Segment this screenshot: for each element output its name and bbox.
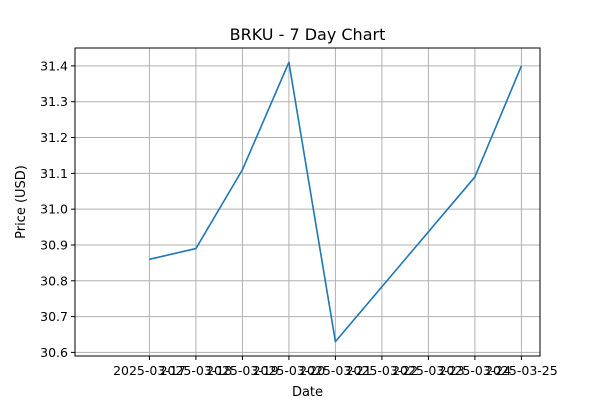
y-axis-label: Price (USD) [14,165,29,239]
y-tick-label: 30.8 [40,273,68,288]
x-tick-label: 2025-03-19 [206,363,279,378]
grid [75,48,540,356]
x-tick-label: 2025-03-17 [113,363,186,378]
axes [71,47,541,360]
tick-labels: 2025-03-172025-03-182025-03-192025-03-20… [40,58,558,378]
y-tick-label: 30.6 [40,345,68,360]
plot-area-frame [74,47,541,357]
series-layer [149,61,523,343]
y-tick-label: 30.7 [40,309,68,324]
y-tick-label: 31.1 [40,166,68,181]
x-tick-label: 2025-03-24 [439,363,512,378]
x-tick-label: 2025-03-18 [160,363,233,378]
x-tick-label: 2025-03-23 [392,363,465,378]
y-tick-label: 30.9 [40,237,68,252]
x-axis-label: Date [292,385,323,400]
chart-title: BRKU - 7 Day Chart [230,25,386,44]
x-tick-label: 2025-03-20 [253,363,326,378]
x-tick-label: 2025-03-25 [485,363,558,378]
y-tick-label: 31.2 [40,130,68,145]
x-tick-label: 2025-03-22 [346,363,419,378]
y-tick-label: 31.4 [40,58,68,73]
x-tick-label: 2025-03-21 [299,363,372,378]
y-tick-label: 31.0 [40,202,68,217]
y-tick-label: 31.3 [40,94,68,109]
